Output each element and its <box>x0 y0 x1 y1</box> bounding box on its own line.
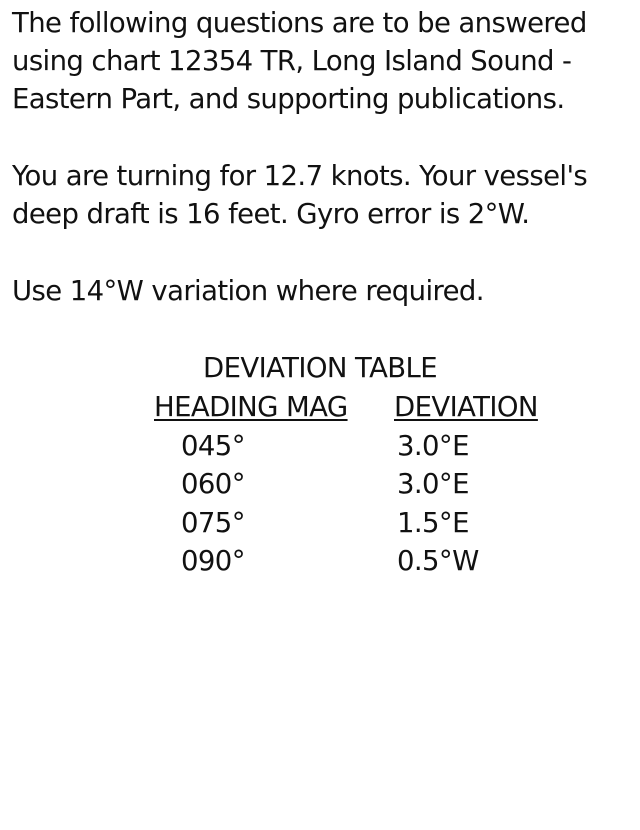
intro-paragraph: The following questions are to be answer… <box>12 4 587 118</box>
heading-cell: 060° <box>181 468 245 500</box>
intro-line: Eastern Part, and supporting publication… <box>12 83 565 115</box>
deviation-cell: 3.0°E <box>397 468 469 500</box>
vessel-line: deep draft is 16 feet. Gyro error is 2°W… <box>12 198 530 230</box>
vessel-paragraph: You are turning for 12.7 knots. Your ves… <box>12 157 588 233</box>
heading-cell: 090° <box>181 545 245 577</box>
vessel-line: You are turning for 12.7 knots. Your ves… <box>12 160 588 192</box>
deviation-cell: 1.5°E <box>397 507 469 539</box>
deviation-table-title: DEVIATION TABLE <box>203 352 438 384</box>
variation-paragraph: Use 14°W variation where required. <box>12 272 485 310</box>
intro-line: using chart 12354 TR, Long Island Sound … <box>12 45 572 77</box>
table-row: 045° 3.0°E <box>0 427 640 465</box>
table-row: 060° 3.0°E <box>0 465 640 503</box>
heading-mag-column-header: HEADING MAG <box>154 391 348 423</box>
heading-cell: 045° <box>181 430 245 462</box>
table-row: 090° 0.5°W <box>0 542 640 580</box>
heading-cell: 075° <box>181 507 245 539</box>
table-row: 075° 1.5°E <box>0 504 640 542</box>
deviation-column-header: DEVIATION <box>394 391 538 423</box>
intro-line: The following questions are to be answer… <box>12 7 587 39</box>
variation-line: Use 14°W variation where required. <box>12 275 485 307</box>
deviation-cell: 3.0°E <box>397 430 469 462</box>
deviation-cell: 0.5°W <box>397 545 479 577</box>
